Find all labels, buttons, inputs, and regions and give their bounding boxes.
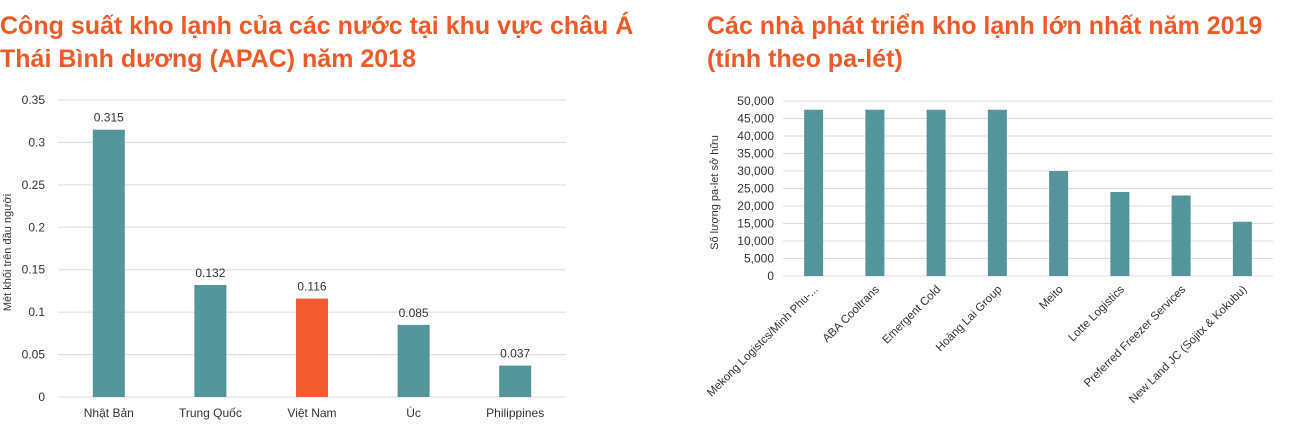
chart2-x-tick-label: Meito	[1037, 284, 1065, 312]
chart2-bar	[804, 109, 824, 276]
chart1-data-label: 0.116	[297, 280, 326, 294]
chart2-y-tick-label: 20,000	[737, 199, 774, 213]
chart1-x-tick-label: Việt Nam	[287, 406, 336, 420]
chart2-y-tick-label: 0	[767, 269, 774, 283]
chart1-bar	[194, 284, 227, 397]
chart2-x-tick-label: Emergent Cold	[881, 284, 944, 347]
chart1-x-tick-label: Nhật Bản	[84, 406, 134, 420]
chart1-data-label: 0.315	[94, 111, 124, 125]
chart2-x-tick-label: Hoàng Lai Group	[934, 284, 1004, 354]
chart1-bar	[296, 298, 328, 397]
chart2-bar	[865, 109, 885, 276]
chart2-y-tick-label: 35,000	[737, 147, 774, 161]
chart1-data-label: 0.132	[195, 266, 225, 280]
chart1-y-tick-label: 0.25	[22, 178, 46, 192]
chart2-y-tick-label: 30,000	[737, 164, 774, 178]
chart1-bar	[92, 129, 125, 397]
chart2-y-tick-label: 45,000	[737, 112, 774, 126]
chart1-x-tick-label: Trung Quốc	[179, 406, 242, 420]
chart1-y-tick-label: 0.05	[22, 348, 46, 362]
chart1-bar	[397, 324, 430, 397]
chart2-bar	[926, 109, 946, 276]
chart2-y-tick-label: 40,000	[737, 129, 774, 143]
chart1-data-label: 0.085	[399, 306, 429, 320]
chart2-bar	[1171, 195, 1191, 276]
chart1-bar	[499, 365, 532, 397]
chart1-data-label: 0.037	[500, 347, 530, 361]
chart2-x-tick-label: Mekong Logistcs/Minh Phu-...	[705, 284, 821, 400]
chart2-bar	[987, 109, 1007, 276]
chart2-bar	[1110, 192, 1130, 276]
chart1-y-tick-label: 0.15	[22, 263, 46, 277]
chart2-x-tick-label: ABA Cooltrans	[821, 283, 883, 345]
chart2-y-axis-label: Số lượng pa-let sở hữu	[709, 135, 721, 250]
chart2-y-tick-label: 10,000	[737, 234, 774, 248]
chart-title-top-developers: Các nhà phát triển kho lạnh lớn nhất năm…	[707, 12, 1263, 73]
chart2-x-tick-label: Preferred Freezer Services	[1082, 283, 1188, 389]
chart1-y-tick-label: 0.35	[22, 93, 46, 107]
chart1-y-axis-label: Mét khối trên đầu người	[2, 194, 14, 311]
chart-title-apac-capacity: Công suất kho lạnh của các nước tại khu …	[0, 12, 634, 73]
chart2-y-tick-label: 15,000	[737, 217, 774, 231]
chart1-x-tick-label: Philippines	[486, 406, 544, 420]
chart2-bar	[1232, 221, 1252, 276]
chart2-y-tick-label: 5,000	[744, 252, 774, 266]
chart2-x-tick-label: New Land JC (Sojitx & Kokubu)	[1127, 284, 1250, 407]
chart1-y-tick-label: 0.1	[28, 305, 45, 319]
chart1-y-tick-label: 0.3	[28, 135, 45, 149]
chart1-y-tick-label: 0.2	[28, 220, 45, 234]
chart2-bar	[1049, 171, 1069, 276]
chart2-y-tick-label: 25,000	[737, 182, 774, 196]
chart1-y-tick-label: 0	[38, 390, 45, 404]
chart2-x-tick-label: Lotte Logistics	[1067, 283, 1128, 344]
chart1-x-tick-label: Úc	[406, 405, 421, 420]
chart2-y-tick-label: 50,000	[737, 94, 774, 108]
